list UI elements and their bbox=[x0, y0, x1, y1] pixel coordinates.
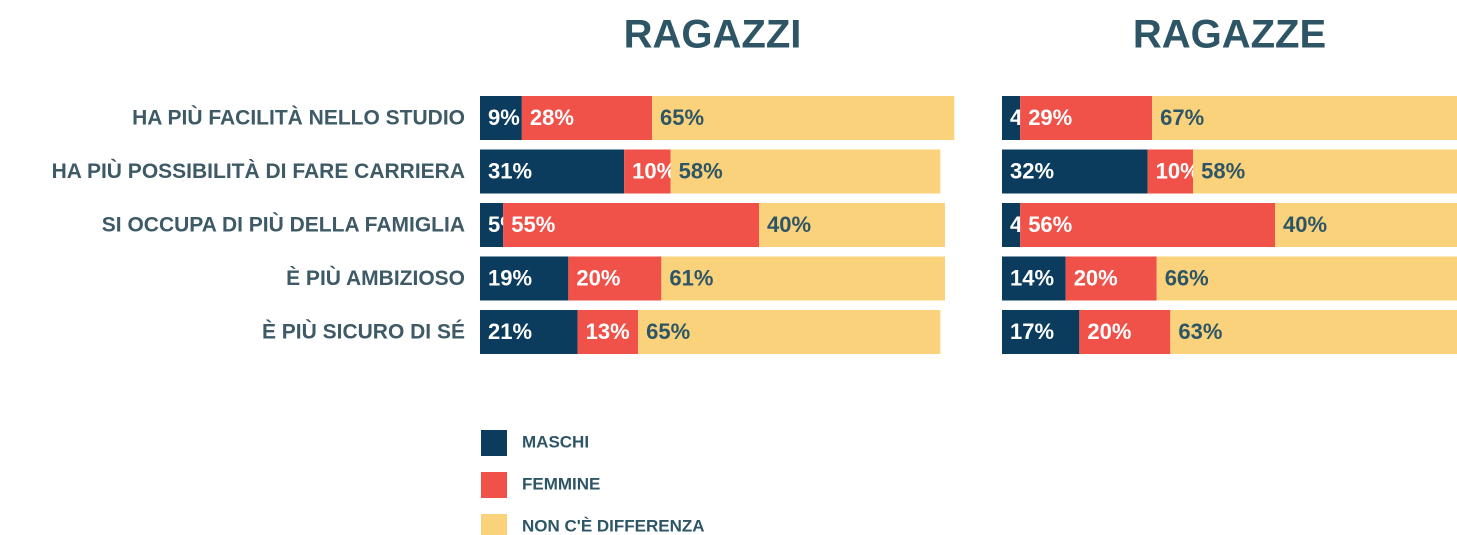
panel-title: RAGAZZE bbox=[1133, 13, 1326, 57]
value-label: 21% bbox=[488, 319, 532, 344]
value-label: 63% bbox=[1178, 319, 1222, 344]
bar-segment bbox=[1020, 96, 1153, 140]
legend-swatch bbox=[481, 472, 507, 498]
value-label: 56% bbox=[1028, 212, 1072, 237]
bar-segment bbox=[638, 310, 941, 354]
legend-label: FEMMINE bbox=[522, 474, 600, 493]
bar-segment bbox=[1002, 310, 1080, 354]
category-label: HA PIÙ POSSIBILITÀ DI FARE CARRIERA bbox=[52, 159, 465, 183]
category-label: SI OCCUPA DI PIÙ DELLA FAMIGLIA bbox=[102, 213, 465, 237]
category-label: È PIÙ AMBIZIOSO bbox=[286, 266, 465, 290]
bar-segment bbox=[480, 256, 569, 301]
value-label: 10% bbox=[632, 158, 676, 183]
value-label: 20% bbox=[1074, 265, 1118, 290]
value-label: 65% bbox=[660, 105, 704, 130]
bar-segment bbox=[480, 149, 625, 194]
value-label: 61% bbox=[669, 265, 713, 290]
bar-segment bbox=[480, 203, 504, 247]
value-label: 65% bbox=[646, 319, 690, 344]
bar-segment bbox=[661, 256, 945, 301]
bar-segment bbox=[568, 256, 662, 301]
bar-segment bbox=[670, 149, 941, 194]
bar-segment bbox=[1002, 203, 1021, 247]
value-label: 66% bbox=[1165, 265, 1209, 290]
bar-segment bbox=[1002, 256, 1066, 301]
bar-segment bbox=[1193, 149, 1457, 194]
value-label: 29% bbox=[1028, 105, 1072, 130]
value-label: 58% bbox=[679, 158, 723, 183]
value-label: 67% bbox=[1160, 105, 1204, 130]
value-label: 58% bbox=[1201, 158, 1245, 183]
legend-label: NON C'È DIFFERENZA bbox=[522, 516, 705, 535]
bar-segment bbox=[1152, 96, 1457, 140]
value-label: 20% bbox=[1087, 319, 1131, 344]
bar-segment bbox=[1002, 96, 1021, 140]
bar-segment bbox=[577, 310, 639, 354]
value-label: 10% bbox=[1156, 158, 1200, 183]
bar-segment bbox=[1170, 310, 1457, 354]
bar-segment bbox=[1065, 256, 1157, 301]
bar-segment bbox=[1275, 203, 1457, 247]
bar-segment bbox=[652, 96, 955, 140]
value-label: 9% bbox=[488, 105, 520, 130]
bar-segment bbox=[503, 203, 759, 247]
bar-segment bbox=[1156, 256, 1457, 301]
bar-segment bbox=[1002, 149, 1148, 194]
value-label: 31% bbox=[488, 158, 532, 183]
bar-segment bbox=[480, 96, 522, 140]
value-label: 28% bbox=[530, 105, 574, 130]
bar-segment bbox=[1147, 149, 1194, 194]
bar-segment bbox=[521, 96, 653, 140]
bar-segment bbox=[759, 203, 945, 247]
value-label: 32% bbox=[1010, 158, 1054, 183]
category-label: HA PIÙ FACILITÀ NELLO STUDIO bbox=[132, 106, 465, 130]
value-label: 19% bbox=[488, 265, 532, 290]
value-label: 14% bbox=[1010, 265, 1054, 290]
bar-segment bbox=[1020, 203, 1275, 247]
value-label: 13% bbox=[586, 319, 630, 344]
category-label: È PIÙ SICURO DI SÉ bbox=[262, 320, 465, 344]
panel-title: RAGAZZI bbox=[624, 13, 802, 57]
legend-swatch bbox=[481, 430, 507, 456]
value-label: 17% bbox=[1010, 319, 1054, 344]
bar-segment bbox=[1079, 310, 1171, 354]
legend-swatch bbox=[481, 514, 507, 535]
bar-segment bbox=[480, 310, 578, 354]
value-label: 40% bbox=[1283, 212, 1327, 237]
value-label: 55% bbox=[511, 212, 555, 237]
value-label: 20% bbox=[576, 265, 620, 290]
bar-segment bbox=[624, 149, 671, 194]
legend-label: MASCHI bbox=[522, 432, 589, 451]
value-label: 40% bbox=[767, 212, 811, 237]
